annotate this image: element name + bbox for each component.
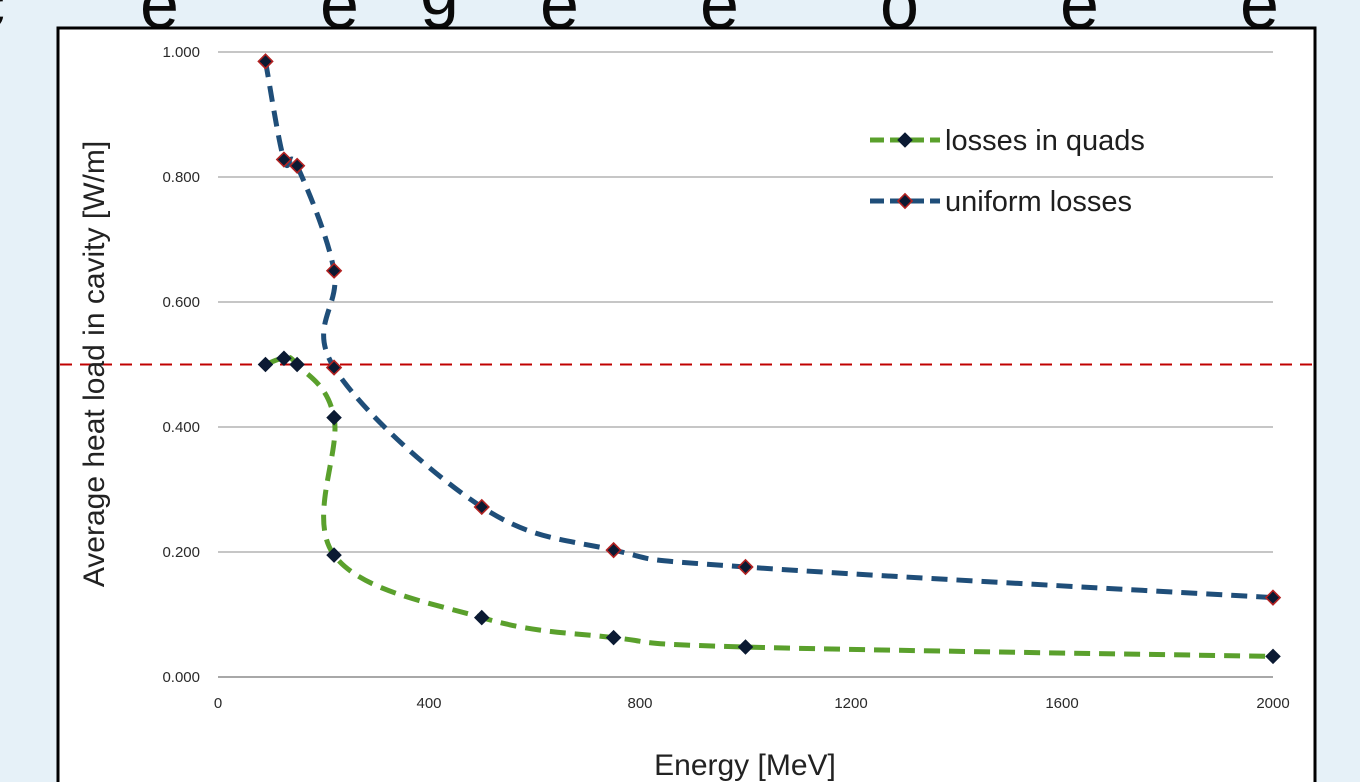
x-tick-label: 400 <box>416 695 441 712</box>
y-axis-title: Average heat load in cavity [W/m] <box>78 141 111 587</box>
data-point-losses-in-quads <box>326 409 342 426</box>
data-point-losses-in-quads <box>737 639 754 655</box>
data-point-losses-in-quads <box>1265 648 1281 665</box>
legend-marker-losses-in-quads <box>897 132 913 148</box>
data-point-uniform-losses <box>275 151 293 168</box>
y-tick-label: 0.800 <box>162 169 200 186</box>
legend-entry-uniform-losses: uniform losses <box>870 186 1132 218</box>
x-tick-label: 1600 <box>1045 695 1078 712</box>
data-point-uniform-losses <box>325 359 343 376</box>
x-tick-label: 1200 <box>834 695 867 712</box>
series-layer <box>257 53 1282 665</box>
data-point-uniform-losses <box>737 558 754 576</box>
y-tick-label: 0.000 <box>162 669 200 686</box>
series-line-uniform-losses <box>263 60 1274 601</box>
data-point-uniform-losses <box>288 157 306 174</box>
x-tick-labels: 0 400 800 1200 1600 2000 <box>214 695 1290 712</box>
data-point-losses-in-quads <box>276 350 292 367</box>
data-point-losses-in-quads <box>473 609 490 626</box>
y-tick-label: 0.200 <box>162 544 200 561</box>
data-point-uniform-losses <box>1264 589 1282 606</box>
x-tick-label: 0 <box>214 695 222 712</box>
chart-frame <box>56 26 1317 782</box>
legend-label-uniform-losses: uniform losses <box>945 186 1132 218</box>
data-point-losses-in-quads <box>289 356 305 373</box>
data-point-uniform-losses <box>605 541 622 559</box>
x-tick-label: 800 <box>627 695 652 712</box>
y-tick-label: 1.000 <box>162 44 200 61</box>
y-tick-labels: 0.000 0.200 0.400 0.600 0.800 1.000 <box>162 44 200 686</box>
legend-marker-uniform-losses <box>896 192 914 210</box>
gridlines <box>218 51 1273 678</box>
y-tick-label: 0.600 <box>162 294 200 311</box>
legend: losses in quads uniform losses <box>870 125 1145 218</box>
y-tick-label: 0.400 <box>162 419 200 436</box>
data-point-losses-in-quads <box>605 629 622 646</box>
data-point-losses-in-quads <box>326 547 342 563</box>
x-axis-title: Energy [MeV] <box>654 749 836 782</box>
data-point-uniform-losses <box>257 53 274 70</box>
legend-entry-losses-in-quads: losses in quads <box>870 125 1145 157</box>
heading-fragment: g <box>420 0 459 29</box>
legend-label-losses-in-quads: losses in quads <box>945 125 1145 157</box>
data-point-uniform-losses <box>325 262 343 279</box>
x-tick-label: 2000 <box>1256 695 1289 712</box>
heading-fragment: c <box>0 0 5 43</box>
data-point-losses-in-quads <box>257 356 274 373</box>
data-point-uniform-losses <box>473 498 490 516</box>
